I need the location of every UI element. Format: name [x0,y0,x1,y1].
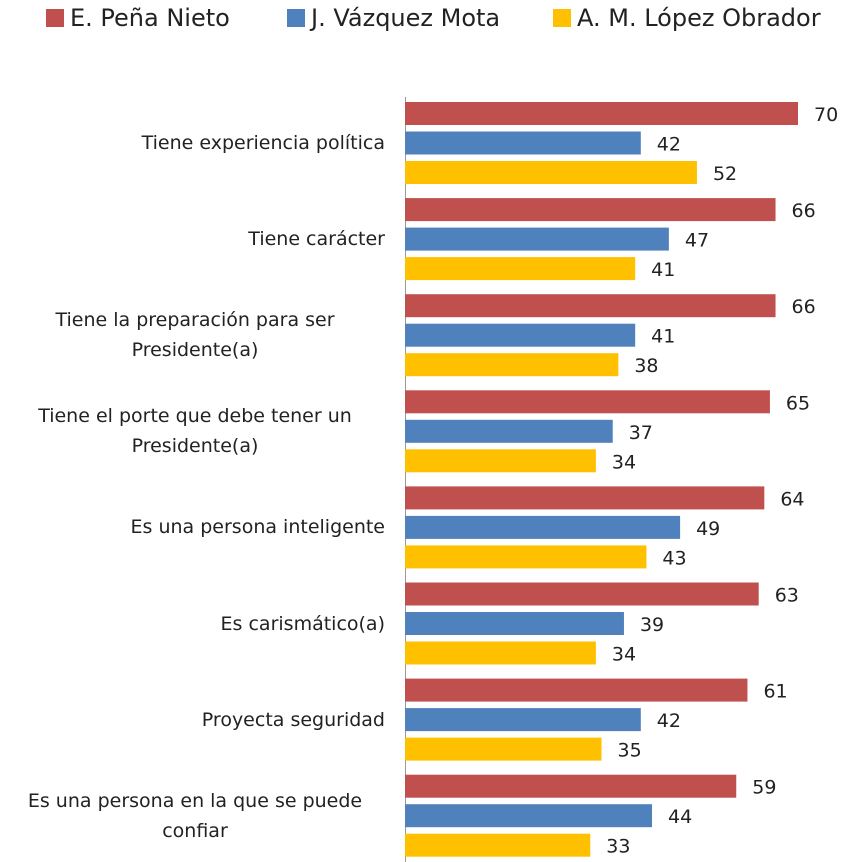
category-label: Tiene el porte que debe tener un Preside… [0,401,385,461]
bar [405,612,624,635]
value-label: 49 [696,518,720,540]
bar [405,390,770,414]
bar [405,641,596,665]
value-label: 41 [651,259,675,281]
category-label: Tiene experiencia política [0,128,385,158]
legend-swatch [287,9,305,27]
category-text: Es carismático(a) [220,612,385,635]
bar [405,323,636,347]
bar [405,257,636,281]
category-label: Es una persona inteligente [0,512,385,542]
value-label: 42 [657,710,681,732]
bar [405,227,669,251]
value-label: 47 [685,230,709,252]
legend-label: E. Peña Nieto [70,4,230,32]
value-label: 41 [651,326,675,348]
bar [405,449,596,473]
bar [405,353,619,377]
value-label: 43 [662,547,686,569]
category-label: Tiene carácter [0,224,385,254]
legend-swatch [553,9,571,27]
bar [405,804,653,828]
bar [405,161,697,184]
category-text: Es una persona en la que se puede confia… [27,789,363,842]
bar [405,419,613,443]
value-label: 33 [606,836,630,858]
bar [405,102,798,125]
value-label: 37 [629,422,653,444]
value-label: 61 [763,681,787,703]
bar [405,774,737,798]
category-text: Tiene el porte que debe tener un Preside… [38,405,352,458]
legend-item: J. Vázquez Mota [287,4,500,32]
legend-item: E. Peña Nieto [46,4,230,32]
value-label: 44 [668,806,692,828]
bar [405,515,681,539]
value-label: 35 [618,740,642,762]
value-label: 34 [612,451,636,473]
value-label: 52 [713,163,737,185]
bar [405,486,765,510]
category-text: Tiene experiencia política [141,132,385,154]
category-label: Tiene la preparación para ser Presidente… [0,305,385,365]
bar [405,198,776,222]
legend-item: A. M. López Obrador [553,4,821,32]
category-text: Tiene la preparación para ser Presidente… [55,309,335,362]
bar [405,708,641,732]
value-label: 59 [752,777,776,799]
category-label: Es carismático(a) [0,609,385,639]
value-label: 38 [634,355,658,377]
legend-label: J. Vázquez Mota [311,4,501,32]
category-label: Proyecta seguridad [0,705,385,735]
bar [405,294,776,318]
bar [405,545,647,569]
value-label: 63 [775,585,799,607]
value-label: 42 [657,134,681,156]
category-text: Es una persona inteligente [130,516,385,539]
category-text: Tiene carácter [248,228,385,251]
value-label: 34 [612,644,636,666]
value-label: 66 [792,296,816,318]
category-label: Es una persona en la que se puede confia… [0,786,385,846]
bar [405,131,641,155]
bar [405,582,759,606]
value-label: 65 [786,392,810,414]
value-label: 39 [640,614,664,636]
legend-label: A. M. López Obrador [577,4,821,32]
legend-swatch [46,9,64,27]
category-text: Proyecta seguridad [201,708,385,731]
value-label: 66 [792,200,816,222]
bar [405,678,748,702]
bar [405,833,591,857]
value-label: 70 [814,104,838,126]
bar [405,737,602,761]
value-label: 64 [780,488,804,510]
